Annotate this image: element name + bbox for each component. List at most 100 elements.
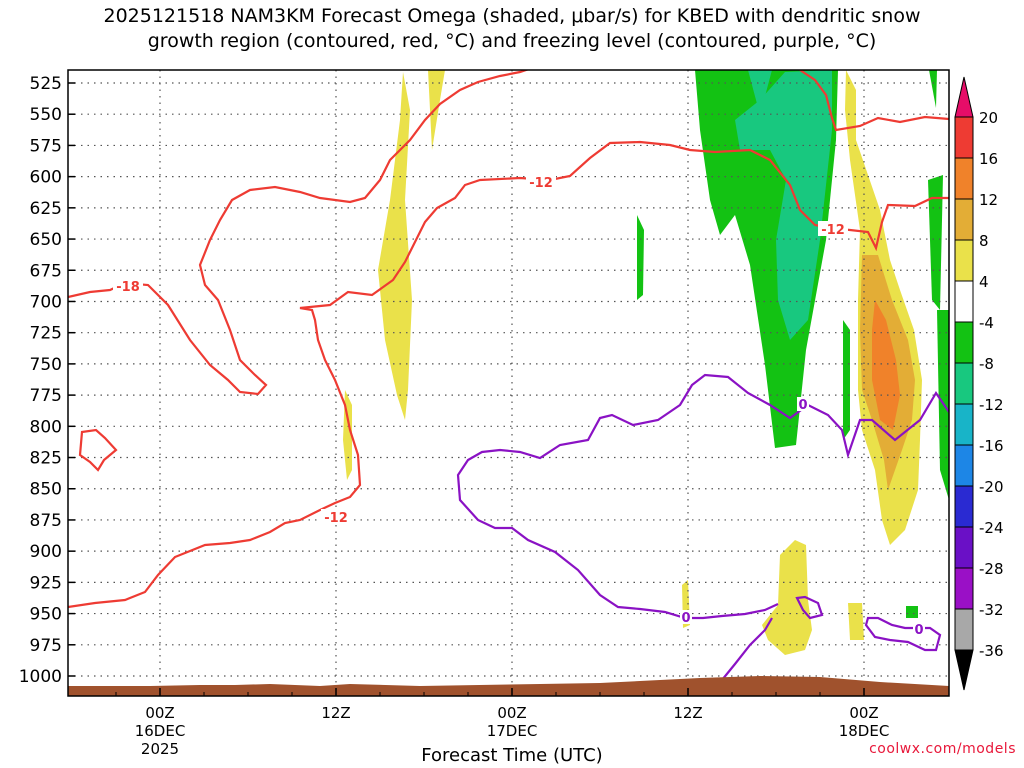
y-tick-label: 750 [30,355,62,375]
y-axis: 525 550 575 600 625 650 675 700 725 750 775 800 825 8… [19,74,75,687]
colorbar-label: 16 [979,150,998,168]
y-tick-label: 800 [30,417,62,437]
omega-region-neg8-b [735,70,832,340]
x-tick-label: 12Z [321,704,350,722]
y-tick-label: 650 [30,230,62,250]
freezing-level-contours [456,373,949,681]
x-tick-label: 00Z [145,704,174,722]
contour-label-bg [526,174,556,189]
y-tick-label: 525 [30,74,62,94]
omega-region-neg4-g [906,606,918,618]
dgz-contour-label: -12 [821,223,845,238]
x-tick-label: 17DEC [487,722,538,740]
freezing-contour-label: 0 [914,623,923,638]
y-tick-label: 550 [30,105,62,125]
freezing-contour-loop-b [864,616,942,652]
x-tick-label: 2025 [141,740,179,758]
contour-label-bg [797,397,809,411]
omega-region-neg8-a [748,70,772,115]
contour-labels: -18 -12 -12 -12 0 0 0 [113,174,925,638]
y-tick-label: 825 [30,449,62,469]
colorbar-swatch [954,526,974,569]
freezing-contour-loop-a [795,595,824,620]
colorbar-label: -36 [979,642,1004,660]
colorbar-label: -16 [979,437,1004,455]
dgz-contours [68,70,949,609]
contour-label-bg [113,278,143,293]
colorbar-swatch [954,485,974,528]
colorbar-swatch [954,280,974,323]
y-tick-label: 625 [30,199,62,219]
y-tick-label: 975 [30,636,62,656]
colorbar-swatch [954,239,974,282]
contour-label-bg [680,610,692,624]
colorbar-label: 20 [979,109,998,127]
y-tick-label: 850 [30,480,62,500]
colorbar-label: -8 [979,355,994,373]
colorbar-swatch [954,403,974,446]
y-tick-label: 600 [30,168,62,188]
contour-label-bg [818,221,848,236]
chart-title: 2025121518 NAM3KM Forecast Omega (shaded… [0,4,1024,54]
y-tick-label: 875 [30,511,62,531]
y-tick-label: 575 [30,136,62,156]
freezing-contour-label: 0 [798,398,807,413]
dgz-contour-small-loop [78,428,118,472]
dgz-contour-label: -18 [116,280,140,295]
omega-region-pos4-b [428,70,445,150]
colorbar-swatch [954,321,974,364]
colorbar-label: 8 [979,232,989,250]
y-tick-label: 925 [30,573,62,593]
colorbar: 20 16 12 8 4 -4 -8 -12 -16 -20 -24 -28 -32 -36 [954,76,1004,691]
colorbar-swatch [954,362,974,405]
colorbar-swatch [954,157,974,200]
omega-region-neg4-c [929,70,937,108]
colorbar-top-arrow [954,76,974,118]
plot-frame [67,69,950,697]
y-tick-label: 675 [30,261,62,281]
y-tick-label: 775 [30,386,62,406]
dgz-contour-label: -12 [324,511,348,526]
omega-region-pos12 [872,300,900,430]
colorbar-bottom-arrow [954,649,974,691]
colorbar-swatch [954,116,974,159]
x-tick-label: 16DEC [135,722,186,740]
colorbar-label: -24 [979,519,1004,537]
omega-region-neg4-d [928,175,943,310]
colorbar-label: -32 [979,601,1004,619]
omega-region-pos4-a [378,72,412,420]
colorbar-swatch [954,608,974,651]
dgz-contour-label: -12 [529,176,553,191]
freezing-contour-low [721,617,773,681]
omega-shading [343,70,949,655]
freezing-contour-main [456,373,949,620]
y-tick-label: 700 [30,292,62,312]
x-tick-label: 00Z [497,704,526,722]
omega-region-neg4-b [637,215,644,300]
omega-region-pos4-c [343,390,352,480]
x-tick-label: 12Z [673,704,702,722]
credit-link[interactable]: coolwx.com/models [869,741,1016,757]
colorbar-label: 4 [979,273,989,291]
colorbar-label: -12 [979,396,1004,414]
contour-label-bg [913,622,925,636]
colorbar-swatch [954,198,974,241]
x-tick-label: 00Z [849,704,878,722]
colorbar-swatch [954,567,974,610]
terrain [68,676,949,696]
colorbar-label: -28 [979,560,1004,578]
y-tick-label: 725 [30,324,62,344]
y-tick-label: 1000 [19,667,62,687]
title-line-2: growth region (contoured, red, °C) and f… [147,30,877,52]
y-tick-label: 950 [30,605,62,625]
contour-label-bg [321,509,351,524]
colorbar-label: -20 [979,478,1004,496]
x-axis-title: Forecast Time (UTC) [421,745,603,766]
colorbar-label: -4 [979,314,994,332]
title-line-1: 2025121518 NAM3KM Forecast Omega (shaded… [103,5,921,27]
x-tick-label: 18DEC [839,722,890,740]
dgz-contour-minus18 [68,70,530,396]
freezing-contour-label: 0 [681,611,690,626]
